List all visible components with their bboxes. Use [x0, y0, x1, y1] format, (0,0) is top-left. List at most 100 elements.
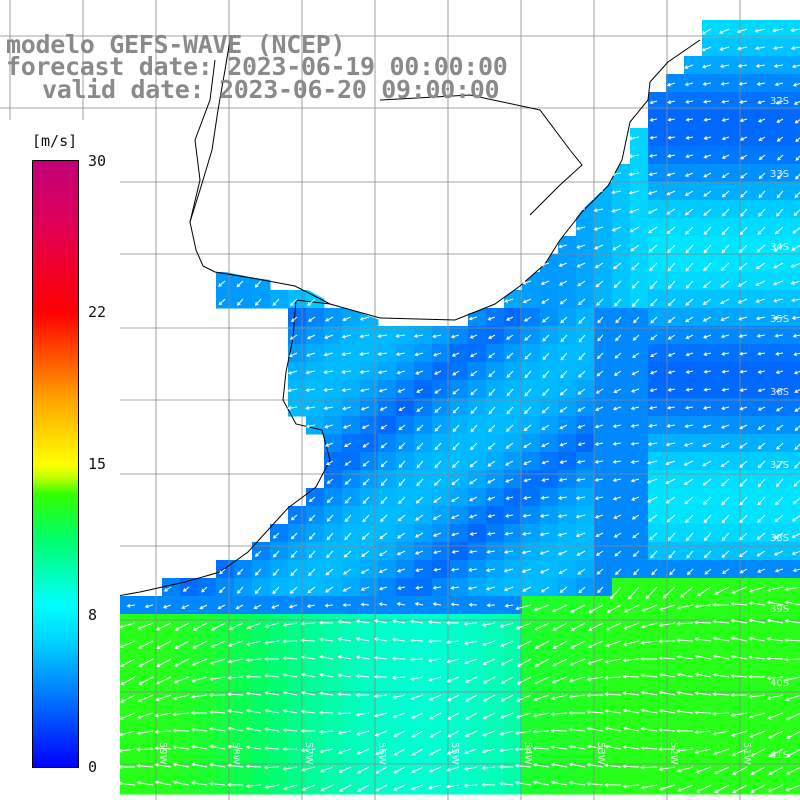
wind-arrow — [721, 154, 730, 159]
wind-cell — [594, 740, 613, 759]
wind-arrow — [190, 694, 208, 699]
wind-arrow — [633, 568, 640, 576]
wind-cell — [612, 254, 631, 273]
wind-arrow — [739, 100, 748, 104]
wind-cell — [432, 542, 451, 561]
wind-cell — [432, 506, 451, 525]
wind-cell — [252, 668, 271, 687]
wind-arrow — [719, 64, 730, 69]
wind-cell — [684, 308, 703, 327]
wind-arrow — [622, 708, 640, 714]
wind-cell — [486, 560, 505, 579]
wind-cell — [720, 380, 739, 399]
wind-arrow — [138, 640, 154, 649]
wind-cell — [684, 344, 703, 363]
wind-arrow — [289, 334, 298, 340]
wind-arrow — [434, 424, 442, 432]
wind-cell — [396, 398, 415, 417]
wind-cell — [216, 686, 235, 705]
wind-arrow — [605, 622, 622, 631]
wind-cell — [756, 92, 775, 111]
longitude-label: 55W — [449, 742, 460, 765]
wind-arrow — [612, 244, 622, 251]
wind-cell — [666, 344, 685, 363]
wind-cell — [486, 452, 505, 471]
wind-cell — [702, 614, 721, 633]
wind-arrow — [393, 784, 406, 791]
wind-arrow — [622, 726, 640, 732]
wind-cell — [612, 218, 631, 237]
wind-cell — [468, 758, 487, 777]
wind-cell — [720, 326, 739, 345]
wind-cell — [774, 560, 793, 579]
wind-arrow — [773, 550, 784, 556]
wind-cell — [756, 326, 775, 345]
wind-arrow — [487, 316, 496, 321]
wind-cell — [612, 614, 631, 633]
wind-arrow — [487, 496, 496, 501]
wind-cell — [432, 578, 451, 597]
wind-arrow — [667, 532, 676, 541]
wind-arrow — [540, 280, 550, 285]
wind-cell — [720, 704, 739, 723]
wind-cell — [540, 416, 559, 435]
wind-cell — [738, 560, 757, 579]
wind-arrow — [614, 352, 622, 359]
wind-cell — [648, 344, 667, 363]
wind-cell — [288, 776, 307, 795]
wind-cell — [360, 578, 379, 597]
wind-cell — [666, 380, 685, 399]
wind-arrow — [732, 766, 748, 775]
wind-cell — [558, 776, 577, 795]
wind-arrow — [120, 676, 136, 686]
wind-arrow — [774, 514, 784, 523]
wind-arrow — [120, 658, 136, 667]
wind-cell — [702, 470, 721, 489]
wind-cell — [558, 668, 577, 687]
wind-cell — [540, 470, 559, 489]
wind-arrow — [199, 604, 208, 610]
wind-cell — [288, 668, 307, 687]
wind-arrow — [393, 730, 406, 737]
wind-cell — [396, 614, 415, 633]
wind-arrow — [739, 388, 748, 392]
wind-cell — [648, 632, 667, 651]
wind-arrow — [587, 640, 604, 649]
wind-cell — [360, 650, 379, 669]
wind-cell — [756, 560, 775, 579]
wind-arrow — [391, 656, 406, 661]
wind-arrow — [568, 762, 586, 768]
wind-arrow — [694, 748, 712, 754]
wind-cell — [792, 434, 800, 453]
wind-cell — [720, 92, 739, 111]
wind-cell — [630, 668, 649, 687]
wind-cell — [288, 362, 307, 381]
wind-arrow — [542, 352, 550, 361]
wind-arrow — [429, 748, 442, 756]
wind-arrow — [594, 262, 604, 269]
wind-cell — [792, 776, 800, 795]
wind-cell — [738, 668, 757, 687]
wind-cell — [558, 704, 577, 723]
wind-arrow — [190, 727, 208, 732]
wind-arrow — [392, 619, 406, 624]
wind-cell — [450, 740, 469, 759]
wind-arrow — [666, 423, 676, 428]
wind-arrow — [361, 550, 370, 558]
wind-cell — [792, 668, 800, 687]
wind-arrow — [290, 298, 298, 306]
wind-arrow — [343, 442, 352, 447]
wind-arrow — [516, 676, 532, 685]
wind-cell — [666, 668, 685, 687]
wind-cell — [522, 560, 541, 579]
wind-arrow — [282, 766, 298, 771]
wind-arrow — [776, 190, 784, 199]
wind-arrow — [712, 692, 730, 697]
wind-cell — [414, 722, 433, 741]
wind-cell — [558, 578, 577, 597]
wind-cell — [576, 578, 595, 597]
wind-arrow — [174, 658, 190, 667]
wind-cell — [540, 776, 559, 795]
wind-arrow — [649, 135, 658, 140]
wind-cell — [792, 578, 800, 597]
